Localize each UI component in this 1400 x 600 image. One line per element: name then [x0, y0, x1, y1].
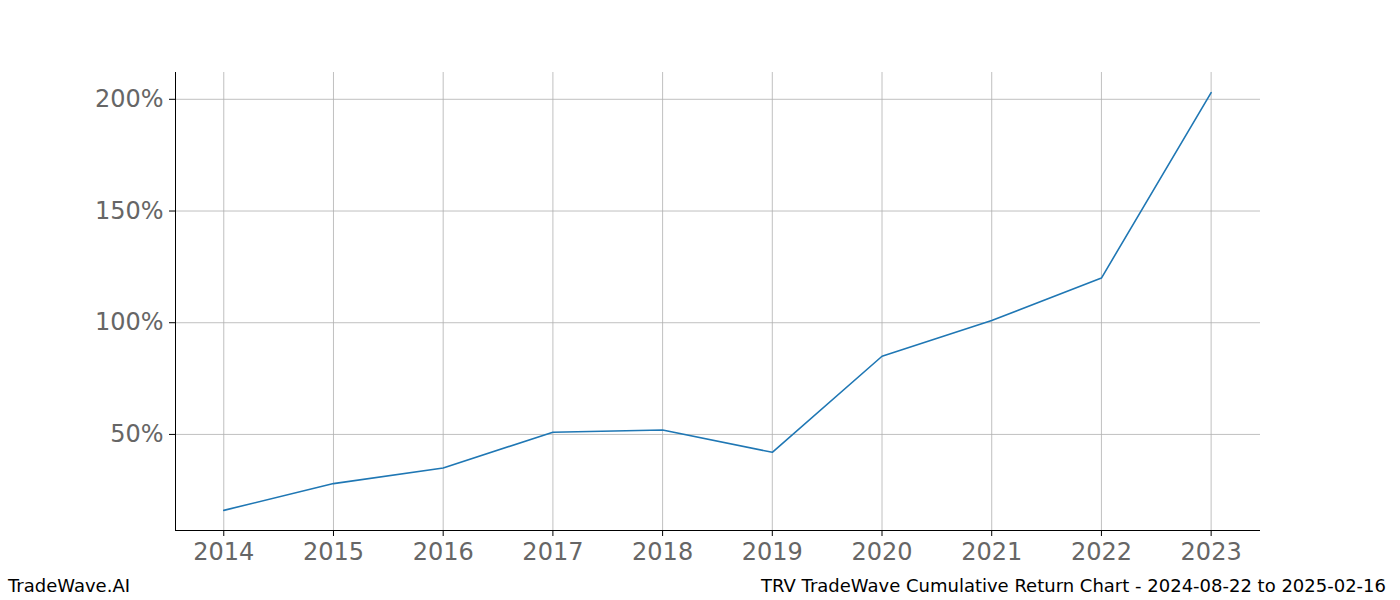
- svg-text:50%: 50%: [110, 420, 163, 448]
- svg-text:2020: 2020: [851, 538, 912, 566]
- svg-text:2017: 2017: [522, 538, 583, 566]
- svg-text:200%: 200%: [95, 85, 164, 113]
- svg-text:150%: 150%: [95, 197, 164, 225]
- html-text:TradeWave.AI: TradeWave.AI: [8, 574, 130, 596]
- html-text:TRV TradeWave Cumulative Retur: TRV TradeWave Cumulative Return Chart - …: [761, 574, 1386, 596]
- svg-text:2022: 2022: [1071, 538, 1132, 566]
- svg-text:2018: 2018: [632, 538, 693, 566]
- svg-text:2023: 2023: [1181, 538, 1242, 566]
- svg-text:2015: 2015: [303, 538, 364, 566]
- svg-text:2016: 2016: [413, 538, 474, 566]
- svg-text:100%: 100%: [95, 308, 164, 336]
- svg-text:2021: 2021: [961, 538, 1022, 566]
- svg-text:2019: 2019: [742, 538, 803, 566]
- svg-text:2014: 2014: [193, 538, 254, 566]
